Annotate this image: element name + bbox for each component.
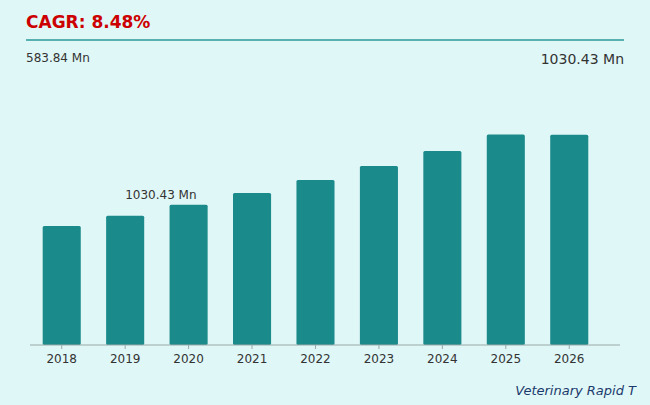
x-axis-line [30, 345, 620, 346]
bar [106, 216, 144, 345]
background [0, 0, 650, 405]
x-tick [252, 345, 253, 349]
bar [423, 151, 461, 345]
x-tick-label: 2019 [110, 352, 141, 366]
title: Veterinary Rapid T [515, 383, 637, 398]
x-tick-label: 2018 [46, 352, 77, 366]
x-tick [505, 345, 506, 349]
x-tick-label: 2022 [300, 352, 331, 366]
x-tick-label: 2025 [491, 352, 522, 366]
bar [487, 134, 525, 345]
annotation: 1030.43 Mn [125, 188, 196, 202]
start-label: 583.84 Mn [26, 51, 90, 65]
underline [26, 39, 624, 41]
bar [296, 180, 334, 345]
bar [170, 205, 208, 345]
x-tick [188, 345, 189, 349]
end-label: 1030.43 Mn [541, 51, 624, 67]
x-tick [569, 345, 570, 349]
x-tick-label: 2020 [173, 352, 204, 366]
x-tick [61, 345, 62, 349]
cagr-label: CAGR: 8.48% [26, 12, 150, 32]
x-tick-label: 2026 [554, 352, 585, 366]
bar [233, 193, 271, 345]
x-tick-label: 2021 [237, 352, 268, 366]
x-tick-label: 2024 [427, 352, 458, 366]
bar [360, 166, 398, 345]
x-tick [125, 345, 126, 349]
bar [550, 135, 588, 345]
bar [43, 226, 81, 345]
x-tick [378, 345, 379, 349]
x-tick-label: 2023 [364, 352, 395, 366]
bars [43, 134, 589, 345]
x-tick [315, 345, 316, 349]
x-tick [442, 345, 443, 349]
